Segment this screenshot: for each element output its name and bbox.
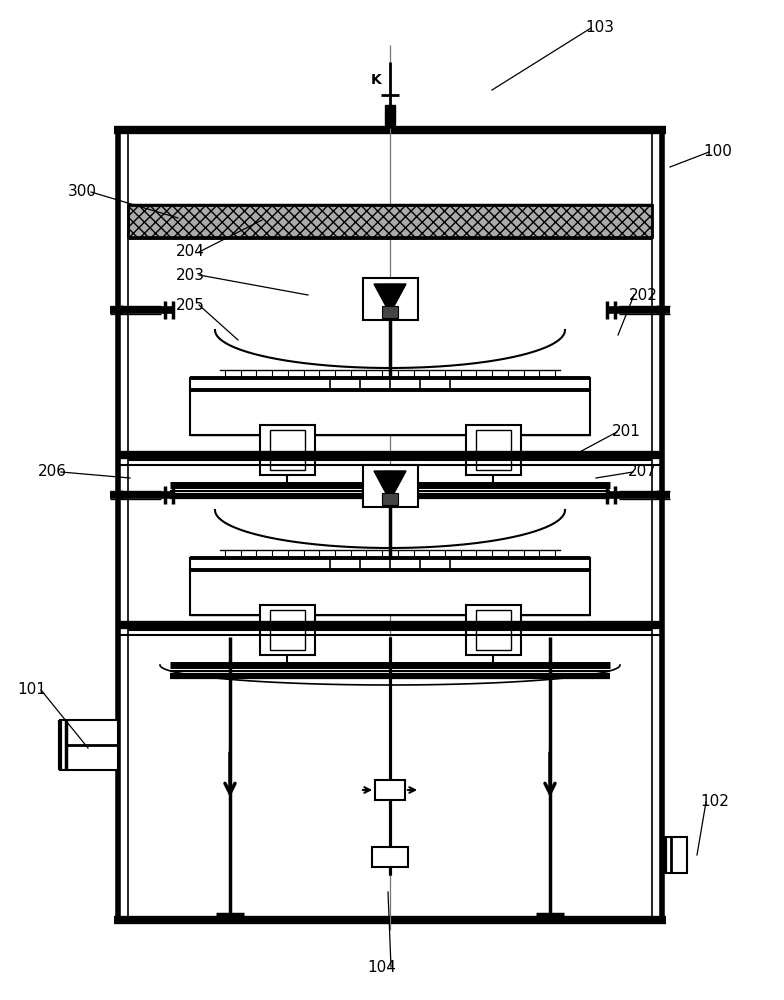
Bar: [466, 605, 521, 655]
Bar: [476, 430, 511, 470]
Bar: [382, 306, 398, 318]
Text: 201: 201: [612, 424, 641, 440]
Text: 101: 101: [17, 682, 46, 698]
Bar: [190, 558, 590, 570]
Text: 204: 204: [176, 244, 205, 259]
Text: K: K: [371, 73, 381, 87]
Bar: [363, 278, 418, 320]
Text: 300: 300: [67, 184, 96, 200]
Text: 203: 203: [176, 267, 205, 282]
Text: 103: 103: [586, 20, 615, 35]
Bar: [270, 610, 305, 650]
Text: 104: 104: [368, 960, 397, 974]
Bar: [665, 837, 687, 873]
Text: 100: 100: [703, 144, 732, 159]
Bar: [270, 430, 305, 470]
Polygon shape: [374, 284, 406, 314]
Bar: [466, 425, 521, 475]
Bar: [190, 390, 590, 435]
Text: 102: 102: [701, 794, 729, 810]
Bar: [190, 570, 590, 615]
Polygon shape: [374, 471, 406, 501]
Bar: [190, 378, 590, 390]
Text: 206: 206: [38, 464, 67, 480]
Bar: [476, 610, 511, 650]
Text: 205: 205: [176, 298, 205, 312]
Text: 202: 202: [629, 288, 658, 302]
Bar: [372, 847, 408, 867]
Bar: [128, 205, 652, 237]
Text: 207: 207: [627, 464, 656, 480]
Bar: [60, 720, 118, 770]
Bar: [375, 780, 405, 800]
Bar: [382, 493, 398, 505]
Bar: [363, 465, 418, 507]
Bar: [260, 605, 315, 655]
Bar: [260, 425, 315, 475]
Bar: [385, 105, 395, 125]
